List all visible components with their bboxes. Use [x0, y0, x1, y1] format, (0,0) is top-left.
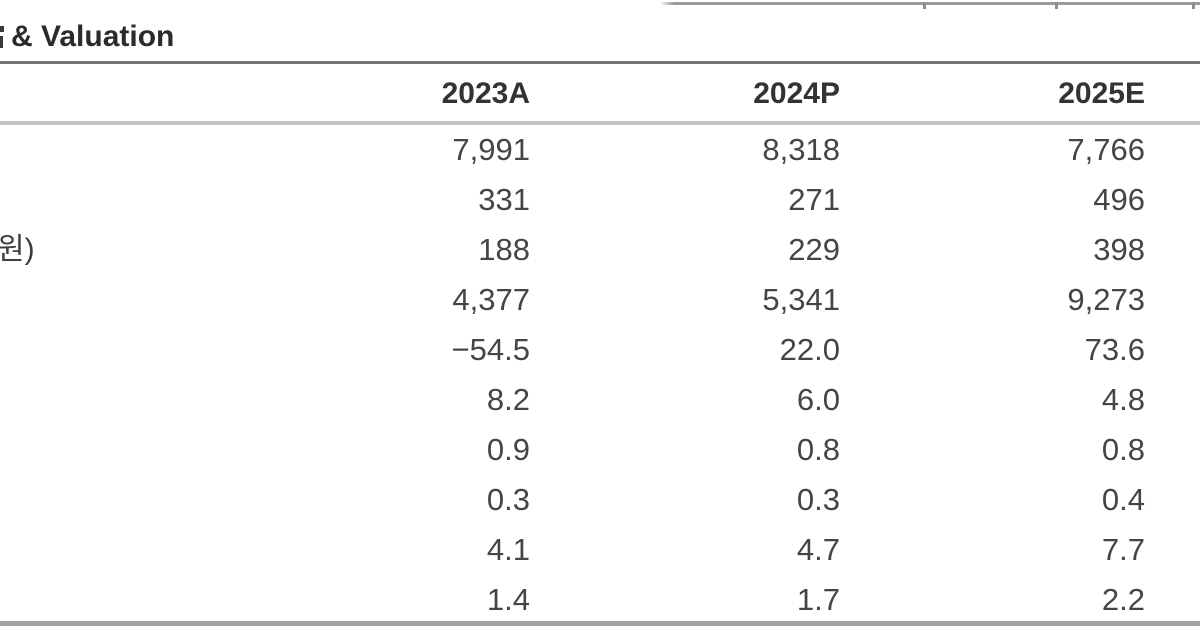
- table-cell: 7,766: [1067, 132, 1145, 167]
- table-cell: 9,273: [1067, 282, 1145, 317]
- table-row: 1.4 1.7 2.2: [0, 575, 1200, 625]
- table-row: 4,377 5,341 9,273: [0, 275, 1200, 325]
- table-cell: 2.2: [1101, 582, 1145, 617]
- table-cell: 6.0: [796, 382, 840, 417]
- table-cell: 398: [1093, 232, 1145, 267]
- table-cell: 73.6: [1084, 332, 1145, 367]
- table-cell: 4.8: [1101, 382, 1145, 417]
- table-cell: 496: [1093, 182, 1145, 217]
- cropped-row-label: 원): [0, 233, 35, 266]
- col-header-2025e: 2025E: [1058, 77, 1145, 110]
- table-cell: 0.4: [1101, 482, 1145, 517]
- table-cell: 8,318: [762, 132, 840, 167]
- table-row: 원) 188 229 398: [0, 225, 1200, 275]
- table-cell: 0.8: [1101, 432, 1145, 467]
- table-cell: 271: [788, 182, 840, 217]
- table-cell: 7.7: [1101, 532, 1145, 567]
- header-divider: [0, 121, 1200, 125]
- cropped-title-glyph-fragment: [0, 36, 3, 48]
- table-cell: 1.4: [486, 582, 530, 617]
- col-header-2023a: 2023A: [441, 77, 530, 110]
- table-cell: 4,377: [452, 282, 530, 317]
- table-cell: 0.8: [796, 432, 840, 467]
- table-cell: 0.3: [486, 482, 530, 517]
- table-row: 0.3 0.3 0.4: [0, 475, 1200, 525]
- title-divider: [0, 61, 1200, 64]
- table-cell: 22.0: [779, 332, 840, 367]
- table-cell: 4.1: [486, 532, 530, 567]
- table-cell: 0.3: [796, 482, 840, 517]
- table-bottom-border: [0, 621, 1200, 626]
- section-title: & Valuation: [11, 20, 175, 53]
- table-cell: 331: [478, 182, 530, 217]
- cropped-title-glyph-fragment: [0, 26, 4, 32]
- table-row: −54.5 22.0 73.6: [0, 325, 1200, 375]
- table-cell: −54.5: [451, 332, 530, 367]
- cropped-table-above-tick: [1192, 2, 1195, 9]
- table-cell: 4.7: [796, 532, 840, 567]
- table-cell: 5,341: [762, 282, 840, 317]
- cropped-table-above-tick: [1055, 2, 1058, 9]
- table-header-row: 2023A 2024P 2025E: [0, 66, 1200, 121]
- table-row: 331 271 496: [0, 175, 1200, 225]
- table-cell: 7,991: [452, 132, 530, 167]
- cropped-table-above-border: [660, 2, 1200, 5]
- table-cell: 8.2: [486, 382, 530, 417]
- table-row: 8.2 6.0 4.8: [0, 375, 1200, 425]
- col-header-2024p: 2024P: [753, 77, 840, 110]
- table-row: 7,991 8,318 7,766: [0, 125, 1200, 175]
- table-row: 4.1 4.7 7.7: [0, 525, 1200, 575]
- table-row: 0.9 0.8 0.8: [0, 425, 1200, 475]
- table-cell: 188: [478, 232, 530, 267]
- table-cell: 229: [788, 232, 840, 267]
- table-cell: 1.7: [796, 582, 840, 617]
- table-cell: 0.9: [486, 432, 530, 467]
- cropped-table-above-tick: [923, 2, 926, 9]
